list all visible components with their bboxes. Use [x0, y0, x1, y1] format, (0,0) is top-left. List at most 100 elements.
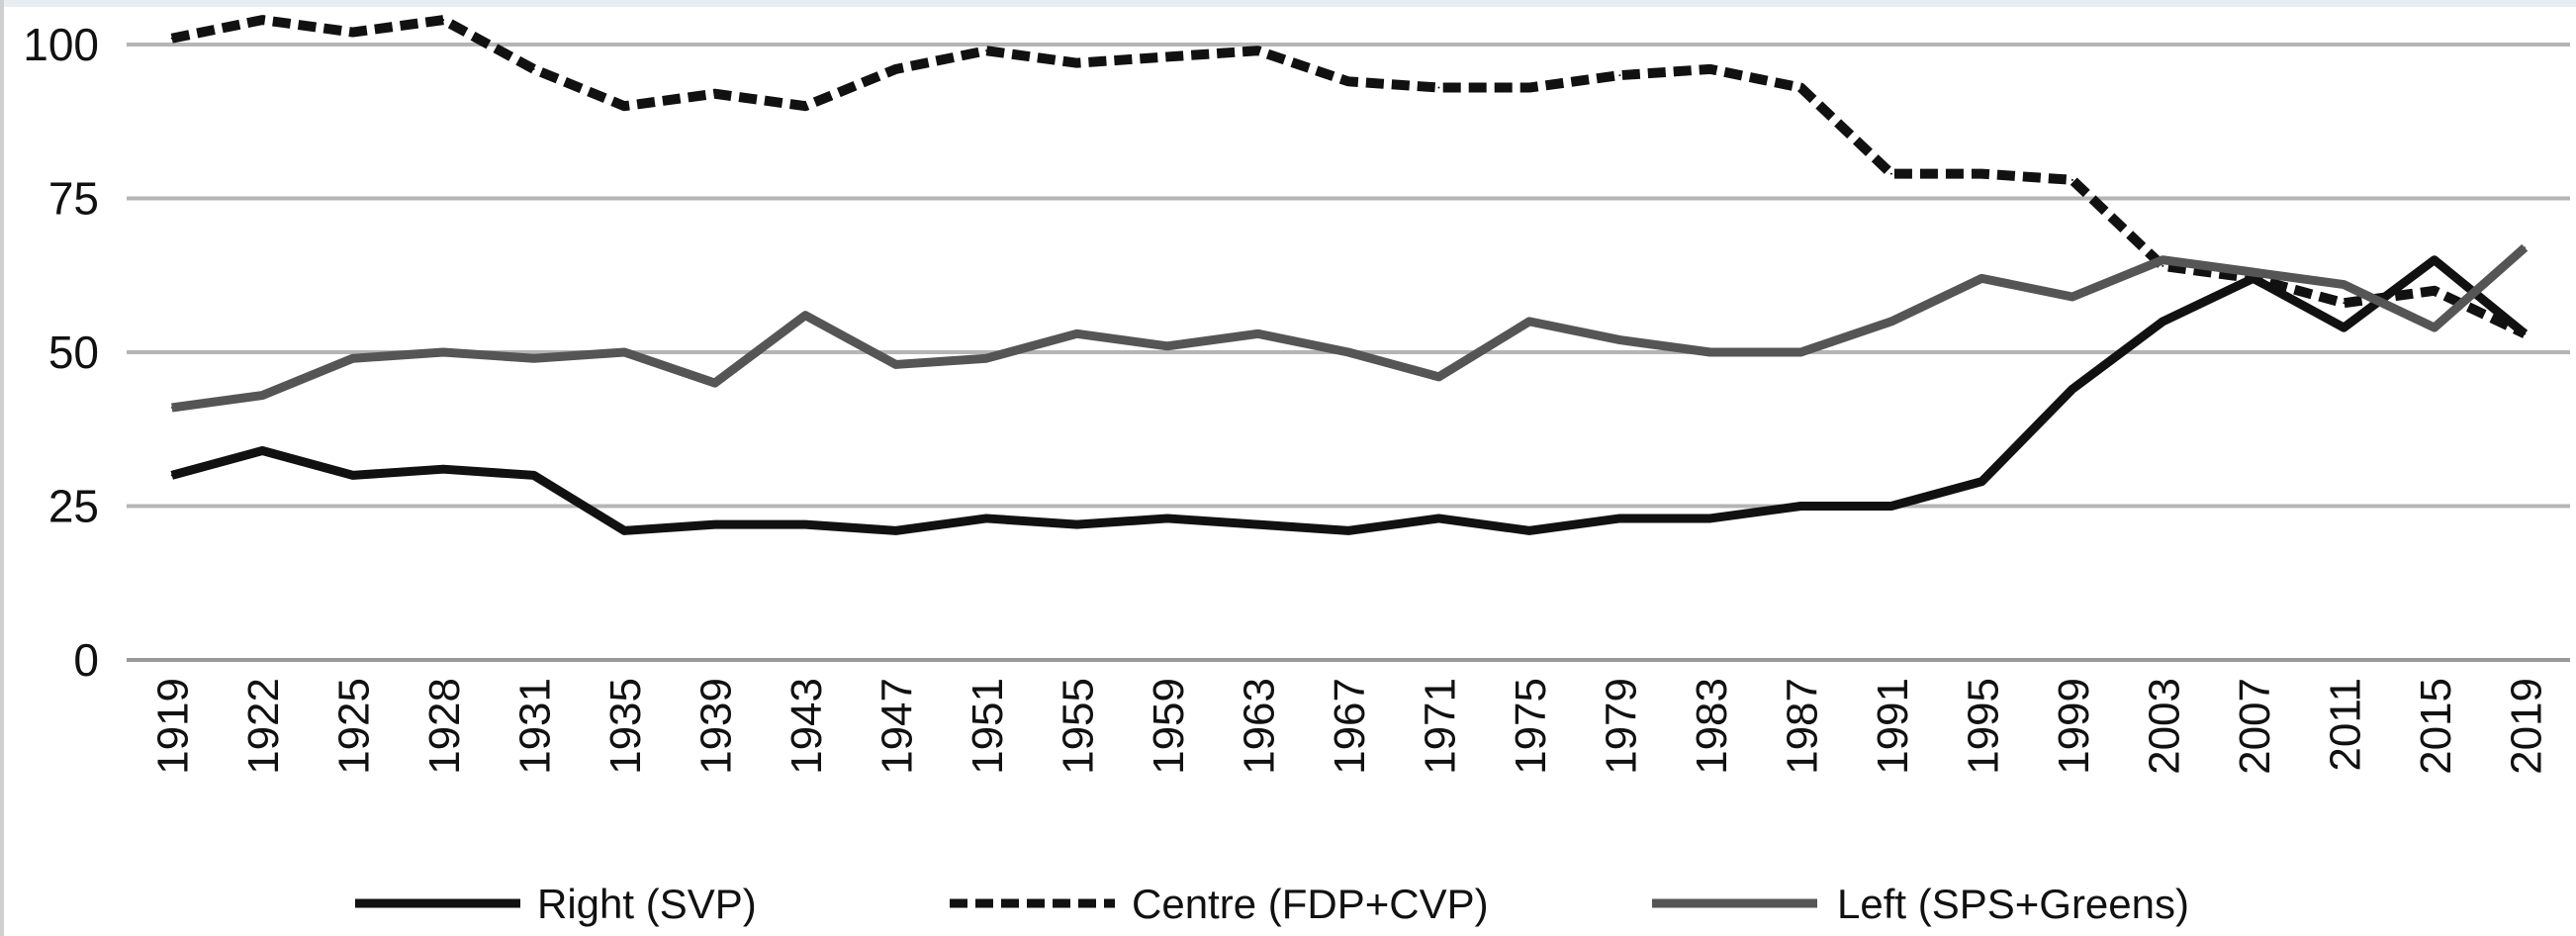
data-point: [985, 357, 988, 360]
data-point: [1527, 529, 1530, 532]
series-line-0: [170, 255, 2529, 535]
data-point: [1256, 49, 1259, 52]
data-point: [985, 49, 988, 52]
data-point: [894, 363, 897, 366]
data-point: [1166, 55, 1169, 58]
data-point: [2162, 320, 2164, 323]
data-point: [1527, 86, 1530, 89]
data-point: [713, 92, 716, 95]
data-point: [1799, 86, 1802, 89]
data-point: [2343, 327, 2346, 329]
x-tick-label: 2003: [2140, 678, 2188, 775]
x-tick-label: 1922: [239, 678, 288, 775]
x-tick-label: 1967: [1326, 678, 1374, 775]
data-point: [351, 31, 354, 34]
data-point: [2433, 258, 2436, 261]
data-point: [1347, 351, 1349, 353]
x-tick-label: 1935: [601, 678, 650, 775]
x-tick-label: 1931: [511, 678, 560, 775]
y-axis-ticks: 0 25 50 75 100: [23, 19, 99, 686]
x-tick-label: 1951: [964, 678, 1012, 775]
data-point: [1166, 516, 1169, 519]
data-point: [1527, 320, 1530, 323]
data-point: [442, 468, 445, 471]
x-tick-label: 1991: [1869, 678, 1917, 775]
legend-label: Centre (FDP+CVP): [1132, 881, 1489, 927]
data-point: [261, 394, 264, 397]
data-point: [2524, 332, 2527, 335]
data-point: [2343, 283, 2346, 286]
x-axis-ticks: 1919 1922 1925 1928 1931 1935 1939 1943 1947 1951…: [149, 678, 2551, 775]
data-point: [2343, 302, 2346, 305]
x-tick-label: 1999: [2050, 678, 2098, 775]
data-point: [1437, 86, 1440, 89]
y-tick-label: 75: [48, 173, 99, 225]
y-tick-label: 100: [23, 19, 99, 70]
data-point: [985, 516, 988, 519]
data-point: [1618, 516, 1621, 519]
data-point: [2162, 258, 2164, 261]
data-point: [1980, 277, 1983, 280]
data-point: [1075, 332, 1078, 335]
data-point: [1980, 480, 1983, 483]
x-tick-label: 1963: [1236, 678, 1284, 775]
data-point: [804, 314, 807, 317]
data-point: [532, 357, 535, 360]
data-point: [2252, 271, 2254, 274]
data-point: [623, 105, 626, 108]
data-point: [1256, 332, 1259, 335]
data-point: [261, 19, 264, 22]
data-point: [351, 357, 354, 360]
data-point: [623, 529, 626, 532]
series-lines: [170, 15, 2529, 535]
data-point: [2524, 246, 2527, 249]
data-point: [261, 449, 264, 452]
data-point: [1437, 375, 1440, 378]
data-point: [1347, 80, 1349, 83]
data-point: [170, 474, 173, 477]
x-tick-label: 1928: [420, 678, 469, 775]
y-tick-label: 25: [48, 481, 99, 532]
data-point: [2070, 296, 2073, 299]
data-point: [442, 351, 445, 353]
data-point: [1980, 172, 1983, 175]
x-tick-label: 1975: [1507, 678, 1555, 775]
x-tick-label: 1987: [1778, 678, 1826, 775]
data-point: [2070, 388, 2073, 391]
data-point: [1166, 344, 1169, 347]
legend: Right (SVP) Centre (FDP+CVP) Left (SPS+Gre…: [355, 881, 2189, 927]
data-point: [1618, 338, 1621, 341]
x-tick-label: 1979: [1597, 678, 1645, 775]
legend-label: Right (SVP): [537, 881, 757, 927]
data-point: [1618, 74, 1621, 77]
x-tick-label: 1943: [782, 678, 831, 775]
data-point: [804, 105, 807, 108]
data-point: [1799, 351, 1802, 353]
x-tick-label: 2019: [2502, 678, 2550, 775]
data-point: [2433, 289, 2436, 292]
data-point: [1075, 523, 1078, 526]
data-point: [1708, 351, 1711, 353]
x-tick-label: 1959: [1145, 678, 1193, 775]
data-point: [713, 523, 716, 526]
data-point: [2162, 264, 2164, 267]
data-point: [2433, 327, 2436, 329]
x-tick-label: 1919: [149, 678, 198, 775]
x-tick-label: 2007: [2231, 678, 2279, 775]
data-point: [1708, 516, 1711, 519]
data-point: [1799, 505, 1802, 508]
legend-label: Left (SPS+Greens): [1837, 881, 2189, 927]
data-point: [170, 406, 173, 409]
data-point: [713, 382, 716, 385]
y-tick-label: 50: [48, 327, 99, 378]
data-point: [2252, 277, 2254, 280]
data-point: [1708, 67, 1711, 70]
data-point: [1889, 320, 1892, 323]
data-point: [623, 351, 626, 353]
x-tick-label: 1925: [330, 678, 379, 775]
data-point: [1437, 516, 1440, 519]
left-border: [0, 0, 4, 936]
data-point: [2070, 178, 2073, 181]
x-tick-label: 1995: [1959, 678, 2007, 775]
